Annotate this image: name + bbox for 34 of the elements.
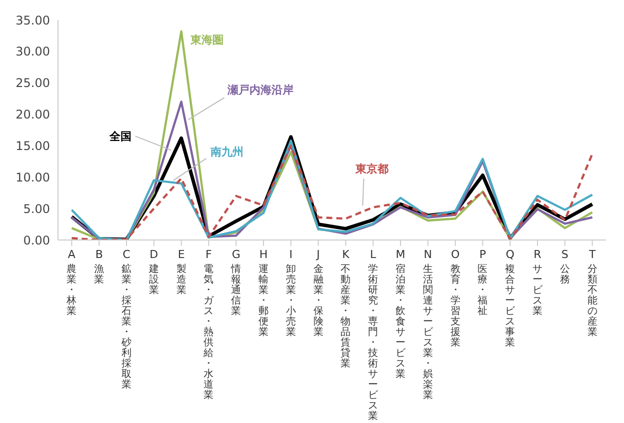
x-tick-label: D 建設業 xyxy=(148,248,159,296)
y-tick-label: 30.00 xyxy=(16,44,50,59)
category-label: F 電気・ガス・熱供給・水道業 xyxy=(204,248,214,401)
x-tick-label: J 金融業・保険業 xyxy=(313,248,324,338)
text: 全国 xyxy=(108,130,132,144)
category-label: N 生活関連サービス業・娯楽業 xyxy=(422,248,433,401)
category-label: M 宿泊業・飲食サービス業 xyxy=(396,248,406,380)
y-tick-label: 15.00 xyxy=(16,138,50,153)
x-tick-label: H 運輸業・郵便業 xyxy=(258,248,268,338)
text: 瀬戸内海沿岸 xyxy=(226,84,294,97)
x-tick-label: A 農業・林業 xyxy=(66,248,77,317)
y-tick-label: 25.00 xyxy=(16,76,50,90)
x-tick-label: P 医療・福祉 xyxy=(478,248,488,317)
x-tick-label: I 卸売業・小売業 xyxy=(286,248,296,338)
y-tick-label: 0.00 xyxy=(23,233,50,248)
x-tick-label: G 情報通信業 xyxy=(230,248,242,317)
category-label: C 鉱業・採石業・砂利採取業 xyxy=(122,248,132,390)
x-tick-label: S 公務 xyxy=(560,248,570,286)
y-tick-label: 20.00 xyxy=(16,108,50,122)
category-label: L 学術研究・専門・技術サービス業 xyxy=(368,248,378,422)
text: 南九州 xyxy=(209,145,244,158)
y-tick-label: 5.00 xyxy=(23,202,50,216)
series-label: 東海圏 xyxy=(189,33,224,46)
x-tick-label: B 漁業 xyxy=(94,248,104,286)
y-tick-label: 35.00 xyxy=(16,13,50,28)
category-label: O 教育・学習支援業 xyxy=(450,248,460,348)
category-label: Q 複合サービス事業 xyxy=(505,248,516,348)
x-tick-label: T 分類不能の産業 xyxy=(587,248,598,338)
text: 東京都 xyxy=(354,162,389,176)
x-tick-label: E 製造業 xyxy=(176,248,186,296)
x-tick-label: R サービス業 xyxy=(532,248,544,317)
y-tick-label: 10.00 xyxy=(16,170,50,184)
category-label: K 不動産業・物品賃貸業 xyxy=(340,248,351,370)
line-series xyxy=(70,100,594,240)
